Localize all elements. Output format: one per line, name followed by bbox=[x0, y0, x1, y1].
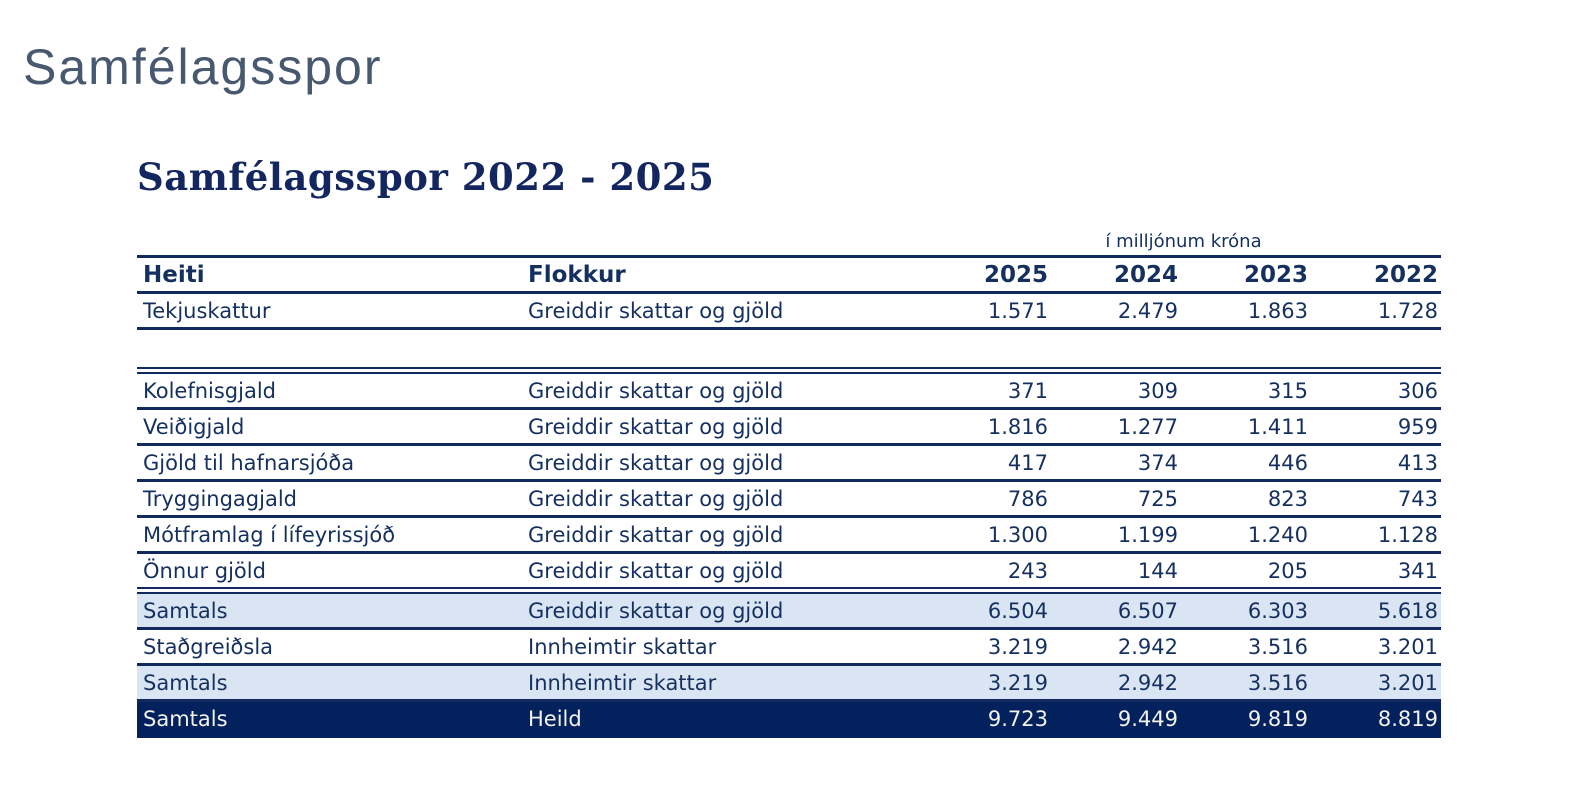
cell-2025: 417 bbox=[1007, 450, 1048, 475]
cell-2023: 205 bbox=[1267, 558, 1308, 583]
col-header-2024: 2024 bbox=[1113, 261, 1178, 288]
cell-2023: 1.240 bbox=[1247, 522, 1308, 547]
col-header-heiti: Heiti bbox=[143, 261, 205, 288]
cell-2024 bbox=[1051, 329, 1181, 371]
cell-2024: 2.942 bbox=[1117, 670, 1178, 695]
cell-2022: 8.819 bbox=[1377, 706, 1438, 731]
cell-2025: 3.219 bbox=[987, 670, 1048, 695]
cell-2022: 743 bbox=[1397, 486, 1438, 511]
cell-2023: 3.516 bbox=[1247, 634, 1308, 659]
cell-2024: 1.199 bbox=[1117, 522, 1178, 547]
table-row: Samtals Heild 9.723 9.449 9.819 8.819 bbox=[137, 700, 1441, 737]
cell-2022: 413 bbox=[1397, 450, 1438, 475]
cell-2022: 1.728 bbox=[1377, 298, 1438, 323]
cell-flokkur: Greiddir skattar og gjöld bbox=[528, 298, 784, 323]
cell-2025: 786 bbox=[1007, 486, 1048, 511]
table-row: Tekjuskattur Greiddir skattar og gjöld 1… bbox=[137, 293, 1441, 329]
col-header-2022: 2022 bbox=[1373, 261, 1438, 288]
cell-flokkur: Greiddir skattar og gjöld bbox=[528, 558, 784, 583]
cell-heiti: Samtals bbox=[143, 670, 228, 695]
cell-2025: 1.300 bbox=[987, 522, 1048, 547]
cell-2025: 243 bbox=[1007, 558, 1048, 583]
table-row: Samtals Innheimtir skattar 3.219 2.942 3… bbox=[137, 664, 1441, 701]
cell-2024: 725 bbox=[1137, 486, 1178, 511]
table-row: Gjöld til hafnarsjóða Greiddir skattar o… bbox=[137, 445, 1441, 481]
cell-flokkur: Greiddir skattar og gjöld bbox=[528, 450, 784, 475]
cell-flokkur: Greiddir skattar og gjöld bbox=[528, 378, 784, 403]
cell-heiti: Tryggingagjald bbox=[143, 486, 298, 511]
cell-2024: 1.277 bbox=[1117, 414, 1178, 439]
cell-flokkur: Heild bbox=[528, 706, 582, 731]
table-row: Kolefnisgjald Greiddir skattar og gjöld … bbox=[137, 370, 1441, 409]
table-title: Samfélagsspor 2022 - 2025 bbox=[137, 154, 715, 199]
table-row: Veiðigjald Greiddir skattar og gjöld 1.8… bbox=[137, 409, 1441, 445]
cell-2024: 2.479 bbox=[1117, 298, 1178, 323]
table-row: Tryggingagjald Greiddir skattar og gjöld… bbox=[137, 481, 1441, 517]
report-sheet: Samfélagsspor 2022 - 2025 í milljónum kr… bbox=[137, 124, 1444, 738]
cell-heiti bbox=[137, 329, 527, 371]
cell-2023: 823 bbox=[1267, 486, 1308, 511]
cell-heiti: Gjöld til hafnarsjóða bbox=[143, 450, 355, 475]
cell-heiti: Staðgreiðsla bbox=[143, 634, 274, 659]
cell-2022: 3.201 bbox=[1377, 670, 1438, 695]
cell-heiti: Samtals bbox=[143, 598, 228, 623]
cell-2025: 1.571 bbox=[987, 298, 1048, 323]
cell-2025: 3.219 bbox=[987, 634, 1048, 659]
cell-2024: 309 bbox=[1137, 378, 1178, 403]
cell-heiti: Önnur gjöld bbox=[143, 558, 266, 583]
unit-note: í milljónum króna bbox=[1105, 231, 1262, 253]
col-header-2025: 2025 bbox=[983, 261, 1048, 288]
cell-flokkur: Innheimtir skattar bbox=[528, 634, 717, 659]
samfelagsspor-table: Heiti Flokkur 2025 2024 2023 2022 Tekjus… bbox=[137, 255, 1441, 738]
cell-2023: 315 bbox=[1267, 378, 1308, 403]
cell-2023: 1.863 bbox=[1247, 298, 1308, 323]
page-title: Samfélagsspor bbox=[23, 38, 383, 95]
cell-flokkur: Greiddir skattar og gjöld bbox=[528, 486, 784, 511]
cell-2025: 9.723 bbox=[987, 706, 1048, 731]
cell-2025 bbox=[921, 329, 1051, 371]
cell-2024: 374 bbox=[1137, 450, 1178, 475]
cell-heiti: Mótframlag í lífeyrissjóð bbox=[143, 522, 396, 547]
cell-2023: 3.516 bbox=[1247, 670, 1308, 695]
cell-2025: 6.504 bbox=[987, 598, 1048, 623]
cell-heiti: Veiðigjald bbox=[143, 414, 245, 439]
cell-2023 bbox=[1181, 329, 1311, 371]
cell-heiti: Samtals bbox=[143, 706, 228, 731]
table-row: Staðgreiðsla Innheimtir skattar 3.219 2.… bbox=[137, 629, 1441, 665]
cell-2022: 306 bbox=[1397, 378, 1438, 403]
col-header-flokkur: Flokkur bbox=[528, 261, 626, 288]
cell-flokkur bbox=[527, 329, 921, 371]
cell-2022: 5.618 bbox=[1377, 598, 1438, 623]
cell-heiti: Kolefnisgjald bbox=[143, 378, 277, 403]
cell-2025: 371 bbox=[1007, 378, 1048, 403]
cell-2024: 2.942 bbox=[1117, 634, 1178, 659]
cell-2025: 1.816 bbox=[987, 414, 1048, 439]
table-header-row: Heiti Flokkur 2025 2024 2023 2022 bbox=[137, 256, 1441, 293]
cell-2024: 144 bbox=[1137, 558, 1178, 583]
table-row: Mótframlag í lífeyrissjóð Greiddir skatt… bbox=[137, 517, 1441, 553]
cell-2022: 341 bbox=[1397, 558, 1438, 583]
cell-flokkur: Greiddir skattar og gjöld bbox=[528, 598, 784, 623]
cell-2022: 3.201 bbox=[1377, 634, 1438, 659]
cell-flokkur: Greiddir skattar og gjöld bbox=[528, 414, 784, 439]
table-row: Önnur gjöld Greiddir skattar og gjöld 24… bbox=[137, 553, 1441, 591]
cell-2023: 1.411 bbox=[1247, 414, 1308, 439]
cell-2022: 959 bbox=[1397, 414, 1438, 439]
cell-heiti: Tekjuskattur bbox=[143, 298, 271, 323]
cell-2022 bbox=[1311, 329, 1441, 371]
cell-2024: 9.449 bbox=[1117, 706, 1178, 731]
cell-2023: 446 bbox=[1267, 450, 1308, 475]
table-row: Samtals Greiddir skattar og gjöld 6.504 … bbox=[137, 590, 1441, 629]
table-body: Tekjuskattur Greiddir skattar og gjöld 1… bbox=[137, 293, 1441, 737]
cell-2023: 9.819 bbox=[1247, 706, 1308, 731]
cell-flokkur: Greiddir skattar og gjöld bbox=[528, 522, 784, 547]
cell-2024: 6.507 bbox=[1117, 598, 1178, 623]
cell-flokkur: Innheimtir skattar bbox=[528, 670, 717, 695]
table-row bbox=[137, 329, 1441, 371]
col-header-2023: 2023 bbox=[1243, 261, 1308, 288]
cell-2023: 6.303 bbox=[1247, 598, 1308, 623]
cell-2022: 1.128 bbox=[1377, 522, 1438, 547]
